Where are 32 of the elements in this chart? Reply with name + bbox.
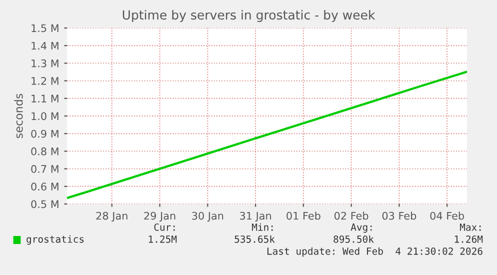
y-tick-label: 0.5 M bbox=[31, 200, 58, 208]
y-axis-title: seconds bbox=[14, 94, 23, 138]
x-tick-label: 02 Feb bbox=[334, 212, 368, 220]
chart-title: Uptime by servers in grostatic - by week bbox=[122, 10, 376, 22]
text: 895.50k bbox=[334, 235, 374, 243]
x-tick-label: 31 Jan bbox=[240, 212, 271, 222]
text: Avg: bbox=[350, 224, 372, 233]
y-tick-label: 1.5 M bbox=[32, 24, 58, 32]
y-tick-label: 0.6 M bbox=[31, 182, 58, 191]
legend-label: grostatics bbox=[26, 235, 84, 245]
y-tick-label: 1.1 M bbox=[32, 94, 58, 102]
x-tick-label: 30 Jan bbox=[192, 212, 224, 222]
y-tick-label: 0.7 M bbox=[31, 165, 58, 173]
text: 1.26M bbox=[454, 235, 483, 243]
y-tick-label: 1.0 M bbox=[32, 112, 58, 120]
text: Cur: bbox=[154, 223, 175, 231]
x-tick-label: 29 Jan bbox=[144, 212, 176, 222]
text: Last update: Wed Feb 4 21:30:02 2026 bbox=[267, 247, 482, 257]
text: Min: bbox=[252, 223, 273, 231]
text: Max: bbox=[460, 224, 481, 231]
x-tick-label: 04 Feb bbox=[430, 212, 464, 220]
text: 535.65k bbox=[234, 235, 275, 243]
line-series bbox=[67, 70, 467, 199]
y-tick-label: 1.2 M bbox=[32, 77, 58, 85]
y-tick-label: 0.9 M bbox=[31, 130, 58, 138]
x-tick-label: 28 Jan bbox=[96, 212, 128, 222]
x-tick-label: 03 Feb bbox=[382, 212, 416, 220]
y-tick-label: 0.8 M bbox=[31, 147, 58, 156]
y-tick-label: 1.4 M bbox=[32, 42, 58, 50]
x-tick-label: 01 Feb bbox=[286, 212, 320, 220]
text: 1.25M bbox=[148, 235, 177, 243]
y-tick-label: 1.3 M bbox=[32, 59, 58, 68]
